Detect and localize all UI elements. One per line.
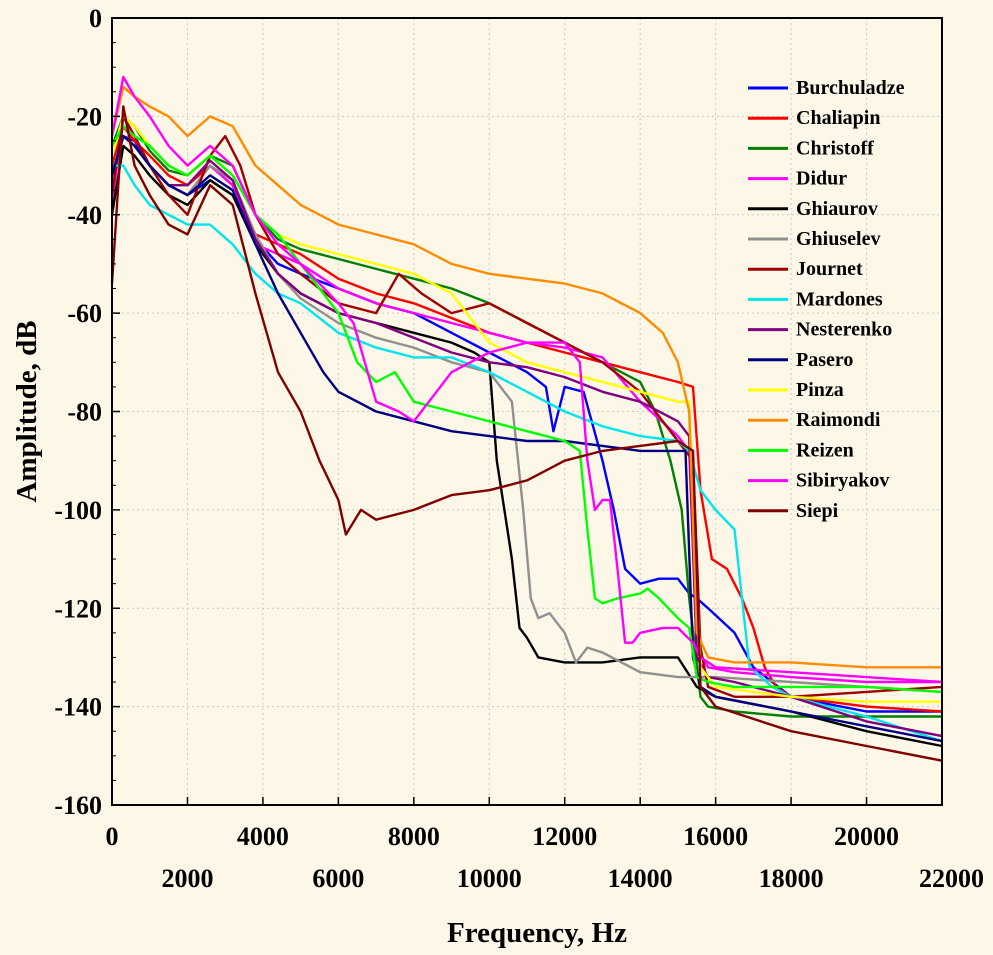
series-line-sibiryakov <box>110 75 943 684</box>
x-tick-label: 0 <box>106 822 119 851</box>
legend-label: Chaliapin <box>796 107 880 129</box>
legend-label: Ghiuselev <box>796 228 880 250</box>
series-line-nesterenko <box>110 134 943 738</box>
legend-label: Reizen <box>796 439 854 461</box>
legend-label: Didur <box>796 168 847 190</box>
y-tick-label: -160 <box>54 791 102 820</box>
legend-label: Pasero <box>796 349 853 371</box>
legend-label: Burchuladze <box>796 77 905 99</box>
y-tick-label: -100 <box>54 496 102 525</box>
axis-ticks: 0-20-40-60-80-100-120-140-1600 4000 8000 12… <box>54 4 984 893</box>
legend-label: Siepi <box>796 500 839 522</box>
y-tick-label: 0 <box>89 4 102 33</box>
series-lines <box>110 75 943 762</box>
legend-label: Journet <box>796 258 863 280</box>
y-tick-label: -20 <box>67 102 102 131</box>
y-tick-label: -40 <box>67 201 102 230</box>
series-line-burchuladze <box>110 134 942 713</box>
x-tick-label: 22000 <box>919 864 984 893</box>
series-line-journet <box>110 115 943 698</box>
legend-label: Raimondi <box>796 409 881 431</box>
x-tick-label: 12000 <box>532 822 597 851</box>
grid <box>112 18 942 805</box>
x-axis-title: Frequency, Hz <box>447 917 627 949</box>
legend-label: Sibiryakov <box>796 470 889 492</box>
legend-label: Christoff <box>796 137 874 159</box>
y-tick-label: -80 <box>67 398 102 427</box>
series-line-raimondi <box>110 85 942 669</box>
legend-label: Pinza <box>796 379 844 401</box>
y-axis-title: Amplitude, dB <box>11 320 43 502</box>
y-tick-label: -120 <box>54 594 102 623</box>
series-line-siepi <box>110 105 943 762</box>
y-tick-label: -60 <box>67 299 102 328</box>
legend: Burchuladze Chaliapin Christoff Didur Ghiaur… <box>748 77 905 522</box>
series-line-reizen <box>110 124 943 694</box>
series-line-ghiuselev <box>110 134 943 694</box>
x-tick-label: 8000 <box>388 822 440 851</box>
legend-label: Mardones <box>796 288 883 310</box>
x-tick-label: 2000 <box>161 864 213 893</box>
x-tick-label: 10000 <box>457 864 522 893</box>
x-tick-label: 18000 <box>759 864 824 893</box>
x-tick-label: 6000 <box>312 864 364 893</box>
x-tick-label: 14000 <box>608 864 673 893</box>
x-tick-label: 4000 <box>237 822 289 851</box>
x-tick-label: 16000 <box>683 822 748 851</box>
legend-label: Ghiaurov <box>796 198 878 220</box>
x-tick-label: 20000 <box>834 822 899 851</box>
y-tick-label: -140 <box>54 693 102 722</box>
legend-label: Nesterenko <box>796 319 892 341</box>
